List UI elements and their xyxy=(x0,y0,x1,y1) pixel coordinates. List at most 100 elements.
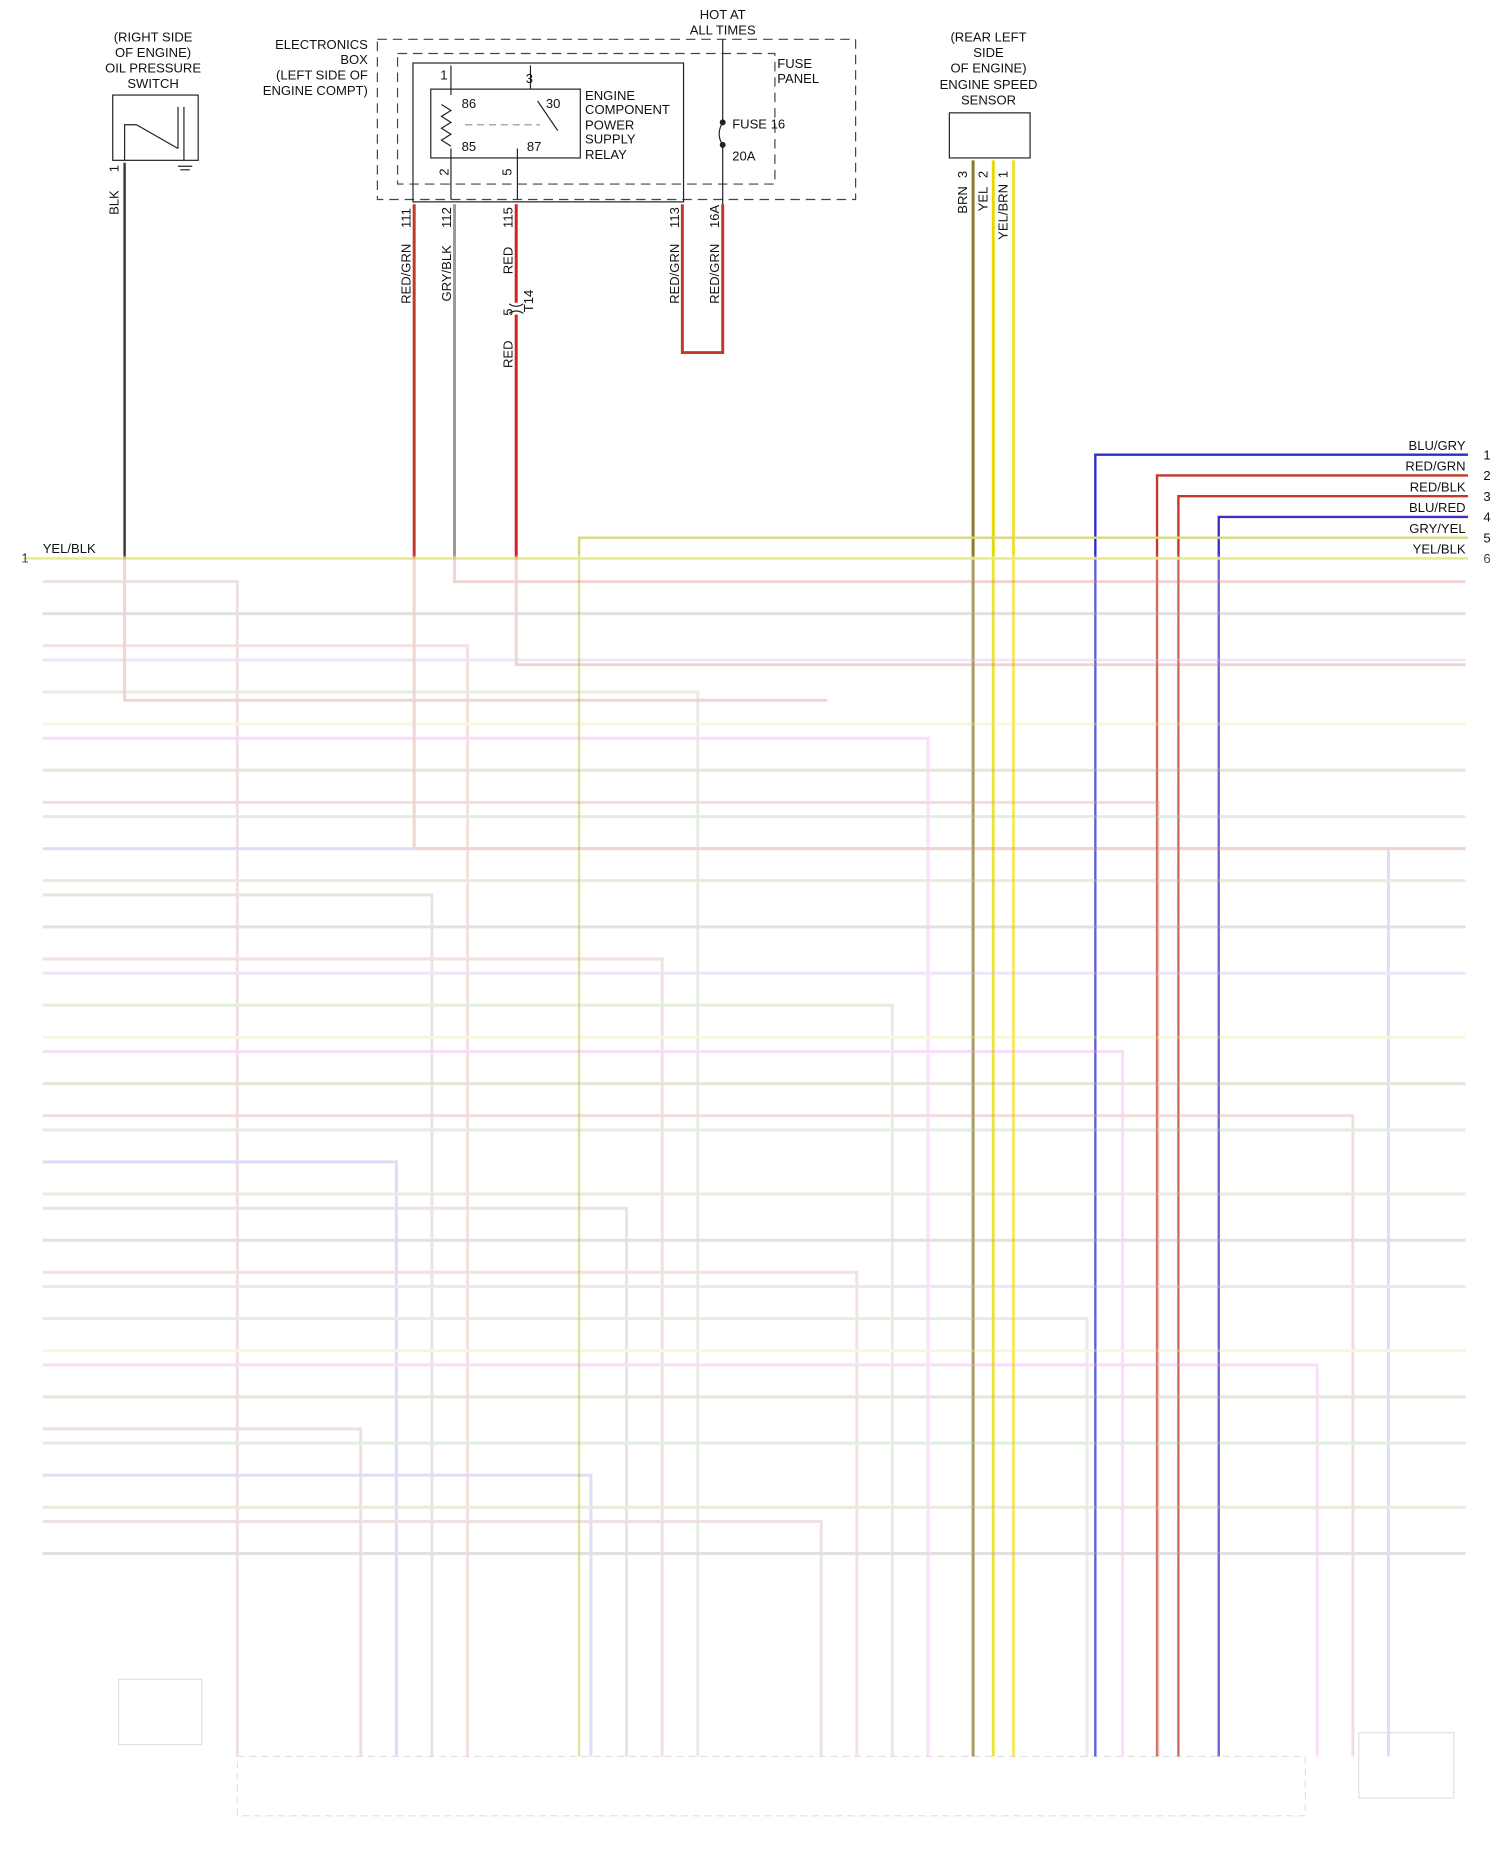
ecm-box xyxy=(236,1755,1306,1817)
wire-color: BRN xyxy=(955,186,970,214)
faded-wire xyxy=(42,800,1160,1757)
label: ALL TIMES xyxy=(690,23,756,38)
faded-wire xyxy=(123,557,828,702)
pin: 4 xyxy=(1483,510,1490,525)
faded-wire xyxy=(42,893,434,1757)
wire-color: RED xyxy=(501,247,516,275)
pin: 2 xyxy=(437,168,452,175)
wire-color: RED/GRN xyxy=(667,244,682,304)
wire xyxy=(577,536,1468,1757)
switch-symbol xyxy=(124,106,193,171)
wire xyxy=(1217,515,1468,1757)
label: POWER xyxy=(585,117,634,132)
faded-wire xyxy=(42,736,930,1757)
faded-wire xyxy=(42,847,1390,1757)
fuse: FUSE 16 xyxy=(732,116,785,131)
pin: 16A xyxy=(707,204,722,228)
faded-wire xyxy=(42,1206,629,1757)
label: ENGINE COMPT) xyxy=(263,83,368,98)
label: COMPONENT xyxy=(585,102,670,117)
label: OF ENGINE) xyxy=(950,61,1026,76)
wire-color: GRY/BLK xyxy=(439,245,454,302)
label: ENGINE xyxy=(585,88,635,103)
label: PANEL xyxy=(777,71,819,86)
faded-wire xyxy=(42,1473,593,1757)
pin: 113 xyxy=(667,207,682,228)
faded-wire xyxy=(42,1363,1319,1757)
switch-box xyxy=(112,94,199,161)
wire xyxy=(1177,494,1468,1757)
label: ENGINE SPEED xyxy=(940,77,1038,92)
blur-overlay xyxy=(0,555,1500,1861)
wire-color: RED xyxy=(501,340,516,368)
wire-color: RED/GRN xyxy=(1405,459,1465,474)
pin: 5 xyxy=(1483,530,1490,545)
terminal: 86 xyxy=(462,96,477,111)
label: OIL PRESSURE xyxy=(105,61,201,76)
label: (LEFT SIDE OF xyxy=(276,68,368,83)
pin: 115 xyxy=(501,207,516,228)
label: RELAY xyxy=(585,147,627,162)
inline-connector xyxy=(508,303,524,314)
label: (RIGHT SIDE xyxy=(114,30,193,45)
pin: 1 xyxy=(107,165,122,172)
faded-wire xyxy=(453,557,1466,584)
faded-wire xyxy=(514,557,1466,667)
faded-wire xyxy=(42,957,664,1757)
faded-wire xyxy=(42,1003,894,1757)
pin: 3 xyxy=(955,171,970,178)
faded-wire xyxy=(42,1160,398,1757)
terminal: 85 xyxy=(462,139,477,154)
fuse-node xyxy=(719,119,726,126)
faded-wire xyxy=(42,1050,1125,1757)
wire-loop xyxy=(680,204,725,355)
pin: 1 xyxy=(996,171,1011,178)
faded-wire xyxy=(42,1114,1355,1757)
wire-color: BLK xyxy=(107,190,122,215)
wire-color: RED/GRN xyxy=(399,244,414,304)
pin: 2 xyxy=(975,171,990,178)
wire-color: YEL/BLK xyxy=(1413,542,1466,557)
fuse-node xyxy=(719,141,726,148)
wire-color: YEL/BLK xyxy=(43,541,96,556)
pin: 3 xyxy=(1483,489,1490,504)
faded-wire xyxy=(42,690,700,1757)
wire-color: BLU/GRY xyxy=(1409,438,1466,453)
pin: 2 xyxy=(1483,468,1490,483)
pin: 5 xyxy=(501,309,516,316)
wire-color: GRY/YEL xyxy=(1409,521,1465,536)
connector-name: T14 xyxy=(521,290,536,312)
faded-wire xyxy=(42,644,470,1757)
oil-pressure-switch: (RIGHT SIDE OF ENGINE) OIL PRESSURE SWIT… xyxy=(105,30,201,558)
right-wires: BLU/GRY 1 RED/GRN 2 RED/BLK 3 BLU/RED 4 GRY/YEL 5… xyxy=(23,438,1491,1757)
terminal: 30 xyxy=(546,96,561,111)
label: SENSOR xyxy=(961,93,1016,108)
wire xyxy=(1155,474,1468,1757)
wire-color: BLU/RED xyxy=(1409,500,1466,515)
injector-box xyxy=(118,1678,203,1746)
wire xyxy=(1094,453,1468,1757)
fuse-panel: HOT AT ALL TIMES FUSE PANEL FUSE 16 20A xyxy=(690,7,819,208)
fuse-panel-outline xyxy=(396,52,776,185)
box-wires: 111 112 115 113 16A RED/GRN GRY/BLK RED … xyxy=(399,204,725,558)
pin: 1 xyxy=(440,68,447,83)
speed-sensor: (REAR LEFT SIDE OF ENGINE) ENGINE SPEED … xyxy=(940,30,1038,1757)
terminal: 87 xyxy=(527,139,542,154)
faded-wire xyxy=(42,1427,363,1757)
box-outline xyxy=(376,38,857,201)
label: HOT AT xyxy=(700,7,746,22)
blurred-region xyxy=(42,557,1466,1817)
relay-housing xyxy=(412,62,685,203)
label: FUSE xyxy=(777,56,812,71)
label: OF ENGINE) xyxy=(115,45,191,60)
label: SUPPLY xyxy=(585,132,636,147)
pin: 5 xyxy=(499,168,514,175)
pin: 111 xyxy=(399,208,414,228)
faded-wire xyxy=(42,1519,823,1757)
faded-wire xyxy=(42,1270,859,1757)
pin: 1 xyxy=(21,551,28,566)
pin: 6 xyxy=(1483,551,1490,566)
label: (REAR LEFT xyxy=(950,30,1026,45)
